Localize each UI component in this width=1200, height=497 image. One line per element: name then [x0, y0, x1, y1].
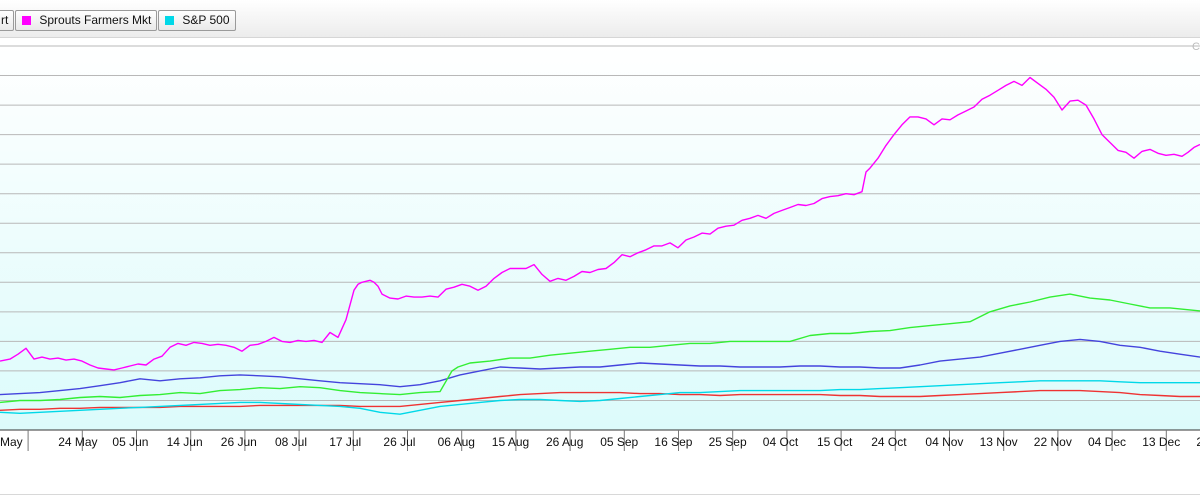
- x-tick-label: 04 Nov: [925, 435, 963, 449]
- legend-swatch-sp500: [165, 16, 174, 25]
- legend-toolbar: rt Sprouts Farmers Mkt S&P 500: [0, 0, 1200, 38]
- x-tick-label: 22 Nov: [1034, 435, 1072, 449]
- plot-area: [0, 46, 1200, 430]
- corner-label: C: [1192, 41, 1200, 53]
- x-tick-label: 24 Oct: [871, 435, 907, 449]
- legend-button-rt[interactable]: rt: [0, 10, 15, 31]
- x-tick-label: 13 Nov: [980, 435, 1018, 449]
- footer-divider: [0, 494, 1200, 495]
- series-line-unlabeled-3: [0, 293, 1200, 404]
- series-line-unlabeled-0: [0, 389, 1200, 411]
- x-tick-label: 05 Sep: [600, 435, 638, 449]
- x-tick-label: 24 May: [58, 435, 97, 449]
- legend-button-sp500[interactable]: S&P 500: [158, 10, 236, 31]
- x-tick-label: 26 Jun: [221, 435, 257, 449]
- x-tick-label: 06 Aug: [438, 435, 475, 449]
- x-tick-label: 24 Dec: [1196, 435, 1200, 449]
- x-tick-label: 26 Jul: [383, 435, 415, 449]
- legend-label-rt: rt: [1, 13, 9, 27]
- x-tick-label: 25 Sep: [709, 435, 747, 449]
- legend-label-sprouts: Sprouts Farmers Mkt: [39, 13, 152, 27]
- series-line-sprouts-farmers-mkt: [0, 76, 1200, 371]
- x-tick-label: 16 Sep: [654, 435, 692, 449]
- x-tick-label: 08 Jul: [275, 435, 307, 449]
- x-tick-label: 14 Jun: [167, 435, 203, 449]
- x-tick-label: 15 Aug: [492, 435, 529, 449]
- series-line-unlabeled-2: [0, 338, 1200, 396]
- x-tick-label: 04 Dec: [1088, 435, 1126, 449]
- x-tick-label: 13 Dec: [1142, 435, 1180, 449]
- x-tick-label: May: [0, 435, 23, 449]
- line-chart: C May 24 May 05 Jun 14 Jun 26 Jun 08 Jul 17 Ju…: [0, 41, 1200, 451]
- x-tick-label: 15 Oct: [817, 435, 853, 449]
- legend-button-sprouts[interactable]: Sprouts Farmers Mkt: [15, 10, 158, 31]
- x-tick-label: 17 Jul: [329, 435, 361, 449]
- legend-swatch-sprouts: [22, 16, 31, 25]
- legend-label-sp500: S&P 500: [182, 13, 230, 27]
- x-tick-label: 05 Jun: [112, 435, 148, 449]
- x-tick-label: 04 Oct: [763, 435, 799, 449]
- x-tick-label: 26 Aug: [546, 435, 583, 449]
- series-line-s-p-500: [0, 380, 1200, 415]
